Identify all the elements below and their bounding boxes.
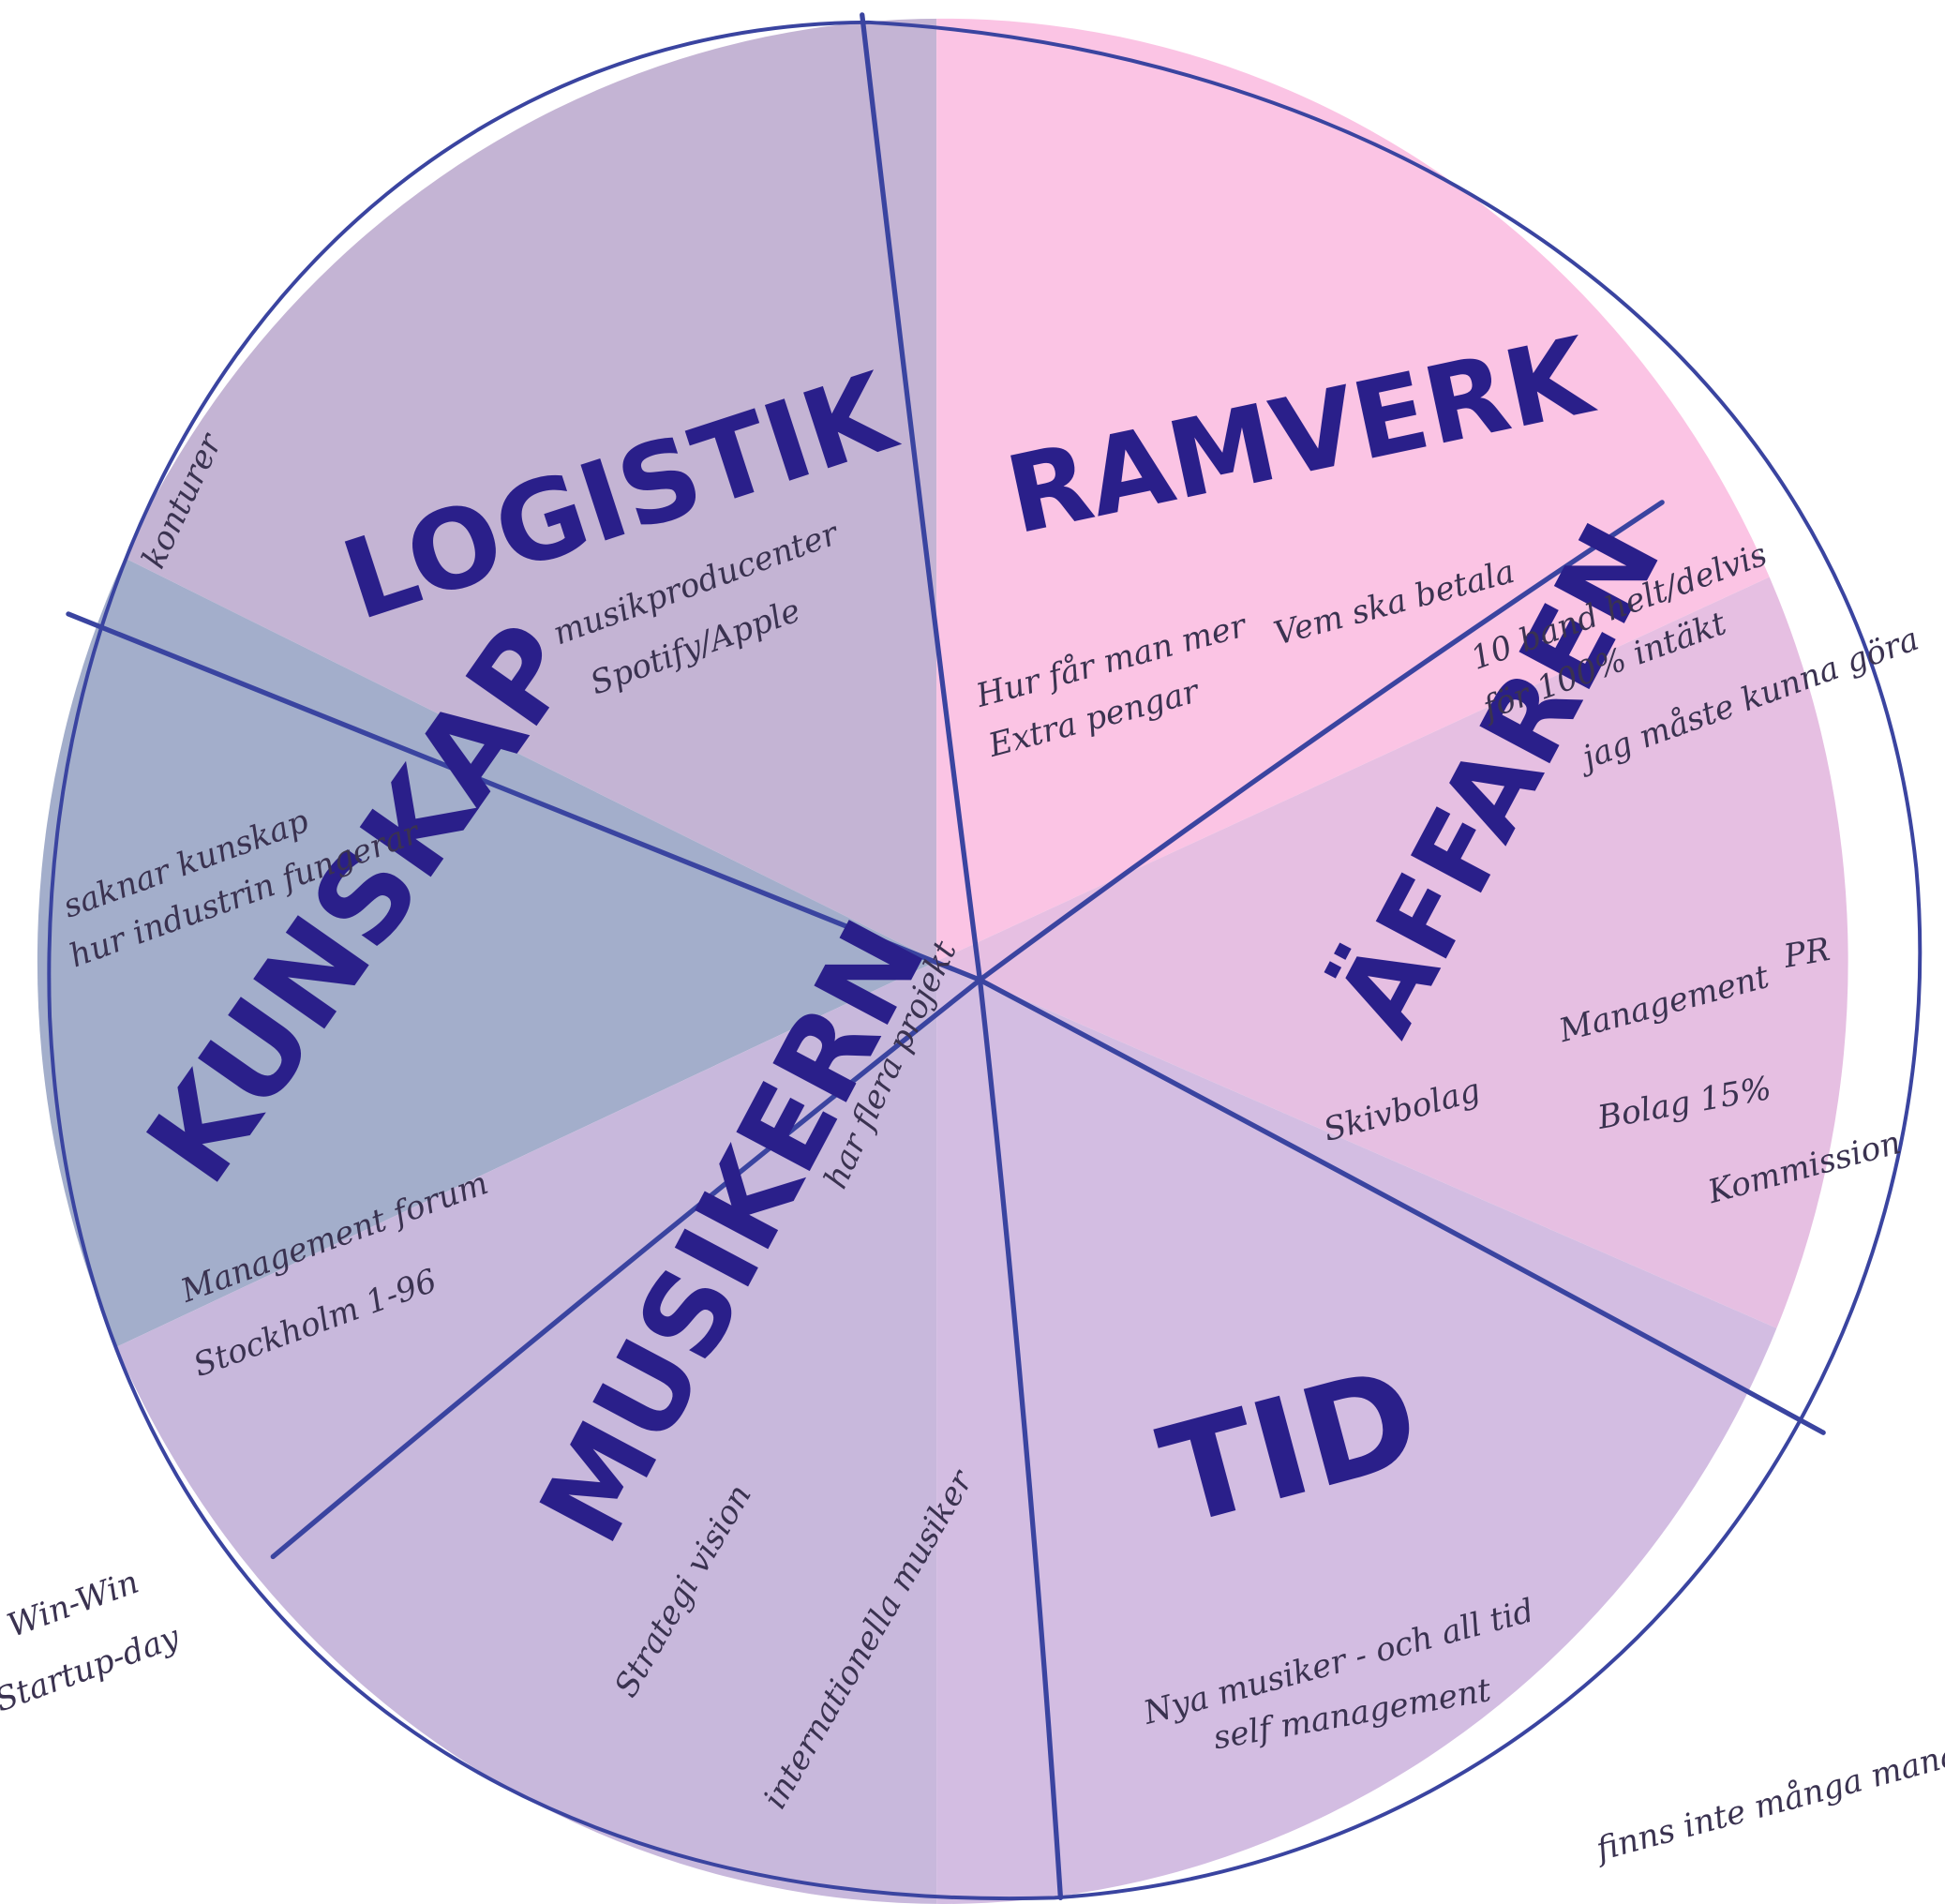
margin-note: finns inte många managers	[1590, 1717, 1945, 1869]
page: LOGISTIKkonturermusikproducenterSpotify/…	[0, 0, 1945, 1904]
section-note: PR	[1780, 931, 1833, 976]
margin-note: Win-Win	[3, 1564, 143, 1645]
diagram: LOGISTIKkonturermusikproducenterSpotify/…	[0, 0, 1945, 1904]
